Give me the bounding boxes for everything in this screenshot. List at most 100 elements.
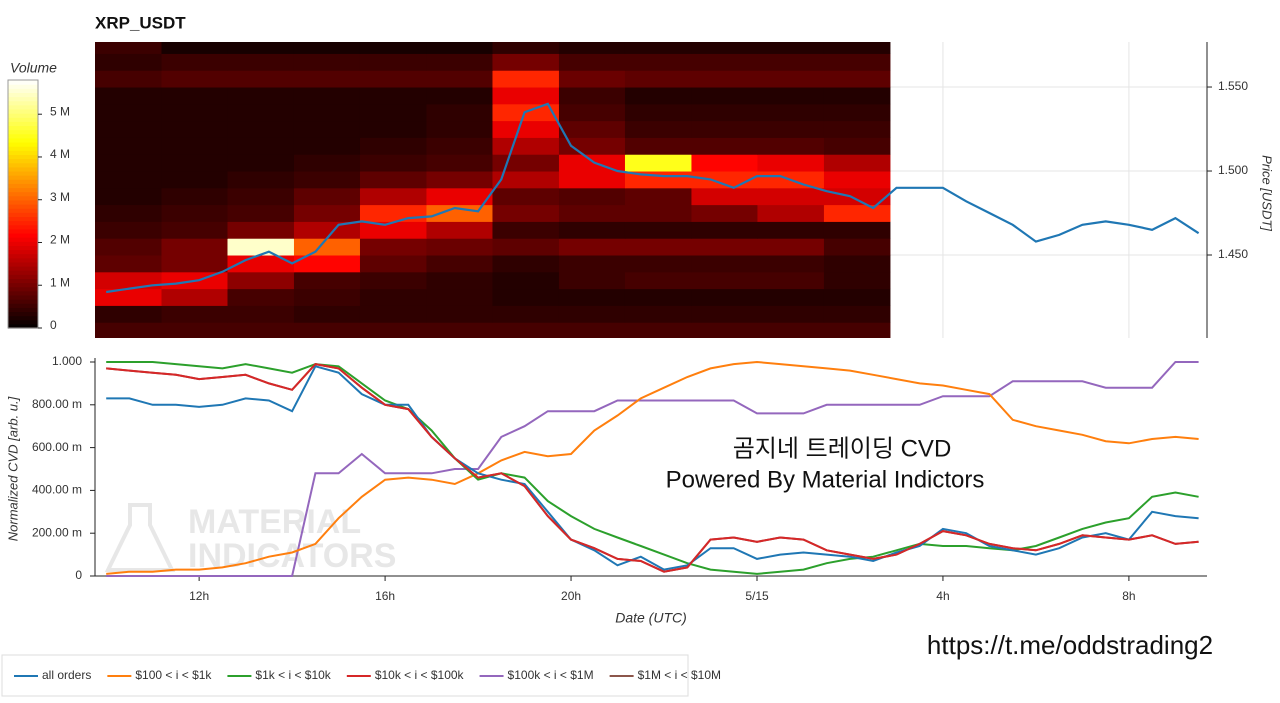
heat-cell	[757, 53, 825, 71]
heat-cell	[426, 204, 493, 222]
heat-cell	[492, 271, 560, 290]
colorbar-step	[8, 204, 38, 209]
heat-cell	[95, 221, 162, 239]
heat-cell	[558, 87, 626, 105]
heat-cell	[161, 255, 228, 273]
heat-cell	[757, 204, 825, 222]
heat-cell	[426, 288, 493, 306]
heat-cell	[823, 238, 891, 256]
heat-cell	[161, 137, 228, 155]
heat-cell	[691, 87, 758, 105]
heat-cell	[426, 305, 493, 323]
heat-cell	[757, 187, 825, 206]
heat-cell	[359, 238, 427, 256]
legend-label: $1M < i < $10M	[638, 668, 721, 682]
heat-cell	[558, 53, 626, 71]
colorbar-step	[8, 88, 38, 93]
colorbar-step	[8, 290, 38, 296]
colorbar-step	[8, 195, 38, 201]
heat-cell	[161, 120, 228, 138]
heat-cell	[823, 70, 891, 88]
annotation: 곰지네 트레이딩 CVD	[733, 435, 952, 462]
heat-cell	[757, 70, 825, 88]
heat-cell	[624, 187, 692, 206]
heat-cell	[823, 221, 891, 239]
heat-cell	[359, 204, 427, 222]
heat-cell	[227, 42, 295, 54]
colorbar-step	[8, 146, 38, 151]
heat-cell	[757, 305, 825, 323]
heat-cell	[558, 221, 626, 239]
heat-cell	[823, 103, 891, 122]
cvd-line	[106, 361, 1199, 575]
heat-cell	[359, 271, 427, 290]
heat-cell	[227, 322, 295, 338]
heatmap	[95, 42, 891, 338]
heat-cell	[161, 53, 228, 71]
x-tick-label: 16h	[375, 589, 395, 603]
heat-cell	[691, 204, 758, 222]
heat-cell	[227, 305, 295, 323]
heat-cell	[691, 120, 758, 138]
heat-cell	[293, 87, 361, 105]
heat-cell	[95, 288, 162, 306]
heat-cell	[624, 221, 692, 239]
colorbar-tick-label: 3 M	[50, 190, 70, 204]
heat-cell	[757, 221, 825, 239]
heat-cell	[426, 137, 493, 155]
heat-cell	[558, 271, 626, 290]
heat-cell	[227, 87, 295, 105]
heat-cell	[293, 53, 361, 71]
cvd-line	[106, 363, 1199, 573]
heat-cell	[691, 137, 758, 155]
heat-cell	[691, 238, 758, 256]
heat-cell	[624, 322, 692, 338]
heat-cell	[757, 120, 825, 138]
heat-cell	[624, 154, 692, 172]
colorbar-step	[8, 216, 38, 222]
heat-cell	[823, 154, 891, 172]
colorbar-step	[8, 315, 38, 321]
price-line	[106, 102, 1200, 294]
heat-cell	[359, 322, 427, 338]
heat-cell	[426, 238, 493, 256]
heat-cell	[624, 238, 692, 256]
heat-cell	[624, 42, 692, 54]
heat-cell	[823, 271, 891, 290]
colorbar-step	[8, 249, 38, 255]
heat-cell	[757, 137, 825, 155]
heat-cell	[293, 305, 361, 323]
heat-cell	[227, 288, 295, 306]
heat-cell	[624, 87, 692, 105]
colorbar-step	[8, 191, 38, 197]
heat-cell	[757, 255, 825, 273]
heat-cell	[161, 171, 228, 189]
x-tick-label: 8h	[1122, 589, 1135, 603]
legend-label: all orders	[42, 668, 91, 682]
heat-cell	[691, 187, 758, 206]
heat-cell	[227, 187, 295, 206]
heat-cell	[161, 154, 228, 172]
heat-cell	[227, 204, 295, 222]
heat-cell	[691, 305, 758, 323]
heat-cell	[492, 322, 560, 338]
heat-cell	[359, 42, 427, 54]
colorbar-step	[8, 100, 38, 106]
colorbar-step	[8, 319, 38, 325]
heat-cell	[823, 87, 891, 105]
heat-cell	[227, 271, 295, 290]
heat-cell	[492, 120, 560, 138]
colorbar-step	[8, 257, 38, 263]
heat-cell	[95, 255, 162, 273]
colorbar-step	[8, 96, 38, 102]
heat-cell	[161, 204, 228, 222]
heat-cell	[691, 221, 758, 239]
y-tick-label: 0	[75, 568, 82, 582]
colorbar-step	[8, 92, 38, 98]
heat-cell	[426, 171, 493, 189]
heat-cell	[95, 87, 162, 105]
watermark-icon	[104, 503, 176, 572]
colorbar-step	[8, 274, 38, 279]
heat-cell	[293, 322, 361, 338]
